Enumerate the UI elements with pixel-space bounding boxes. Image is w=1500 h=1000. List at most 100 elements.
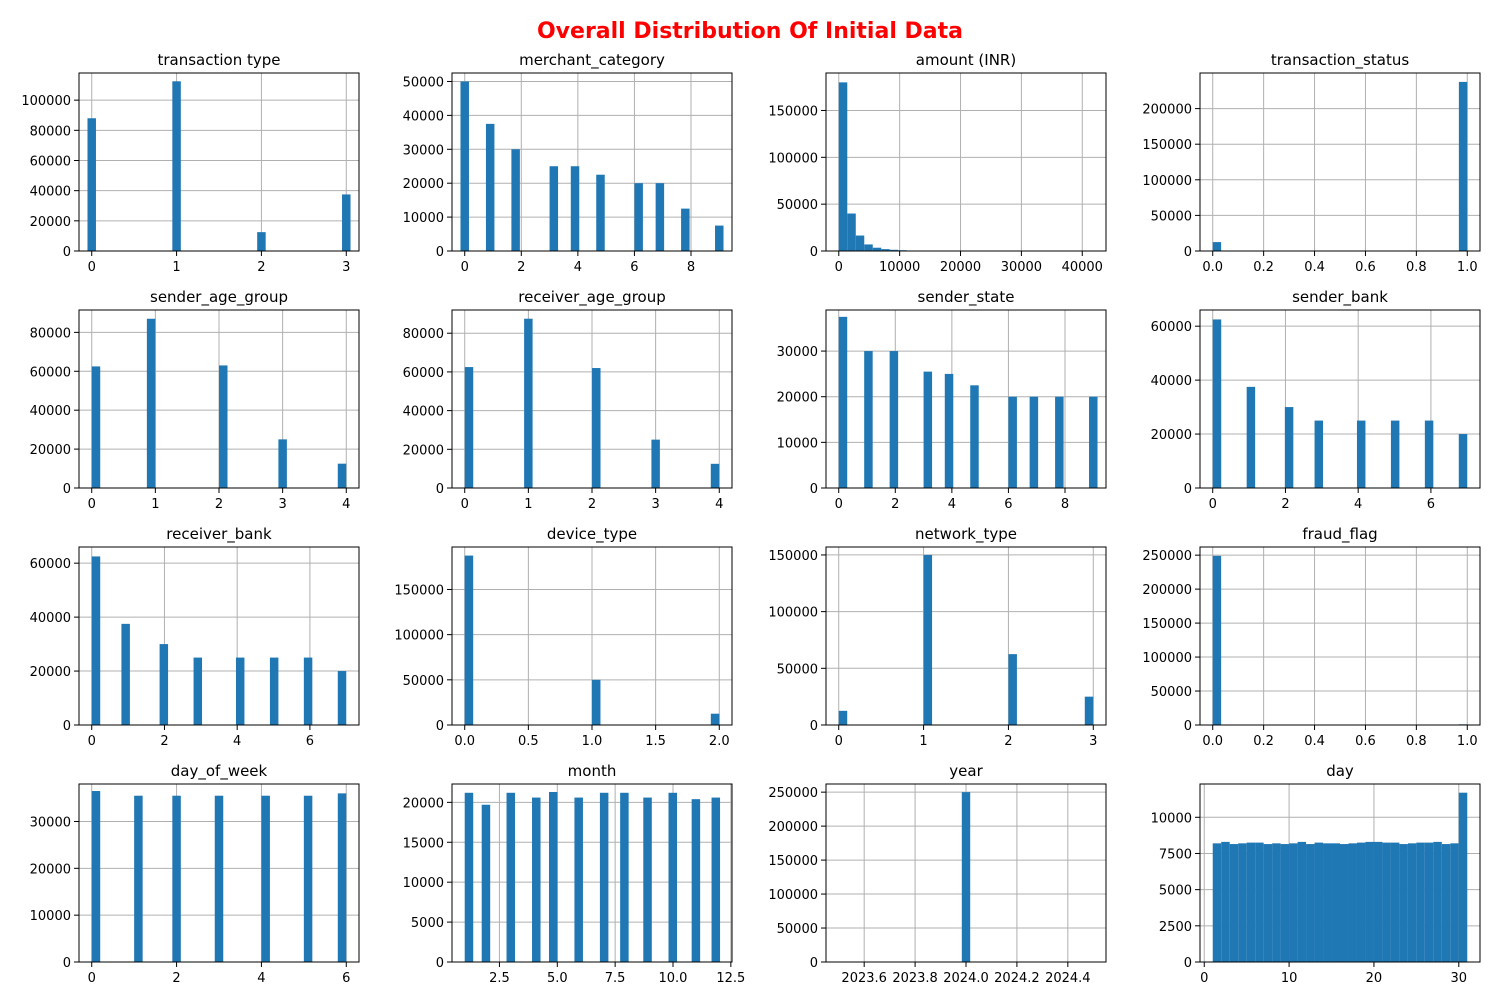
x-tick-label: 0.6 bbox=[1355, 260, 1376, 275]
bar bbox=[1280, 844, 1290, 962]
bar bbox=[1458, 434, 1468, 488]
bar bbox=[643, 797, 652, 962]
x-tick-label: 1.0 bbox=[1457, 734, 1478, 749]
bar bbox=[1323, 843, 1332, 962]
bar bbox=[1246, 386, 1256, 488]
x-tick-label: 0 bbox=[835, 734, 843, 749]
y-tick-label: 50000 bbox=[777, 662, 818, 677]
y-tick-label: 10000 bbox=[777, 436, 818, 451]
x-tick-label: 8 bbox=[687, 260, 695, 275]
y-tick-label: 0 bbox=[810, 482, 818, 497]
y-tick-label: 20000 bbox=[30, 443, 71, 458]
x-tick-label: 3 bbox=[651, 497, 659, 512]
x-tick-label: 10.0 bbox=[659, 971, 688, 986]
x-tick-label: 2.0 bbox=[709, 734, 730, 749]
panel-title: network_type bbox=[915, 525, 1017, 544]
x-tick-label: 6 bbox=[630, 260, 638, 275]
panel-title: sender_age_group bbox=[150, 288, 288, 307]
y-tick-label: 60000 bbox=[30, 557, 71, 572]
bar bbox=[574, 797, 583, 962]
x-tick-label: 0 bbox=[88, 260, 96, 275]
bar bbox=[655, 183, 665, 251]
y-tick-label: 150000 bbox=[768, 549, 818, 564]
bar bbox=[1340, 844, 1349, 962]
bar bbox=[1306, 844, 1315, 962]
y-tick-label: 20000 bbox=[30, 215, 71, 230]
axes-frame bbox=[1199, 309, 1481, 489]
bar bbox=[1356, 842, 1366, 962]
bar bbox=[1212, 843, 1222, 962]
bar bbox=[460, 81, 469, 251]
bar bbox=[337, 671, 347, 725]
x-tick-label: 0.5 bbox=[518, 734, 539, 749]
bar bbox=[1212, 242, 1222, 251]
panel-title: day_of_week bbox=[171, 762, 268, 781]
y-tick-label: 150000 bbox=[768, 854, 818, 869]
axes-frame bbox=[1199, 783, 1481, 963]
y-tick-label: 250000 bbox=[768, 786, 818, 801]
panel-title: day bbox=[1326, 762, 1354, 780]
axes-frame bbox=[451, 72, 733, 252]
axes-frame bbox=[825, 309, 1107, 489]
y-tick-label: 40000 bbox=[403, 109, 444, 124]
bar bbox=[1373, 841, 1383, 962]
x-tick-label: 1 bbox=[919, 734, 927, 749]
y-tick-label: 15000 bbox=[403, 836, 444, 851]
bar bbox=[592, 368, 601, 488]
x-tick-label: 2.5 bbox=[489, 971, 510, 986]
figure-title: Overall Distribution Of Initial Data bbox=[537, 19, 963, 44]
bar bbox=[838, 82, 848, 251]
x-tick-label: 0 bbox=[1209, 497, 1217, 512]
panel-11: 0.0 0.2 0.4 0.6 0.8 1.0 0 50000 100000 150000 2000… bbox=[1142, 525, 1481, 749]
x-tick-label: 40000 bbox=[1062, 260, 1103, 275]
bar bbox=[711, 797, 721, 962]
y-tick-label: 0 bbox=[1184, 956, 1192, 971]
x-tick-label: 4 bbox=[948, 497, 956, 512]
y-tick-label: 20000 bbox=[403, 443, 444, 458]
bar bbox=[691, 799, 701, 962]
bar bbox=[464, 555, 474, 725]
bar bbox=[668, 792, 678, 962]
x-tick-label: 6 bbox=[1004, 497, 1012, 512]
bar bbox=[261, 795, 270, 962]
y-tick-label: 40000 bbox=[403, 405, 444, 420]
y-tick-label: 250000 bbox=[1142, 549, 1192, 564]
bar bbox=[889, 249, 899, 251]
panel-12: 0 2 4 6 0 10000 20000 30000 day_of_week bbox=[30, 762, 360, 986]
x-tick-label: 2024.0 bbox=[943, 971, 989, 986]
bar bbox=[1424, 842, 1434, 962]
bar bbox=[970, 385, 979, 488]
bar bbox=[193, 657, 203, 725]
bar bbox=[889, 351, 899, 488]
y-tick-label: 10000 bbox=[403, 876, 444, 891]
x-tick-label: 4 bbox=[342, 497, 350, 512]
bar bbox=[620, 792, 629, 962]
bar bbox=[1212, 319, 1222, 488]
bar bbox=[944, 373, 954, 488]
x-tick-label: 20000 bbox=[940, 260, 981, 275]
bar bbox=[464, 792, 474, 962]
y-tick-label: 100000 bbox=[768, 151, 818, 166]
bar bbox=[257, 232, 266, 251]
axes-frame bbox=[78, 783, 360, 963]
bar bbox=[838, 710, 848, 725]
x-tick-label: 0 bbox=[88, 734, 96, 749]
x-tick-label: 2 bbox=[1281, 497, 1289, 512]
bar bbox=[1441, 844, 1451, 962]
x-tick-label: 2024.2 bbox=[994, 971, 1040, 986]
x-tick-label: 2023.6 bbox=[841, 971, 887, 986]
bar bbox=[864, 244, 873, 251]
y-tick-label: 0 bbox=[63, 245, 71, 260]
panel-13: 2.5 5.0 7.5 10.0 12.5 0 5000 10000 15000 20000 mon… bbox=[403, 762, 746, 986]
bar bbox=[1229, 844, 1239, 962]
panel-3: 0.0 0.2 0.4 0.6 0.8 1.0 0 50000 100000 150000 2000… bbox=[1142, 51, 1481, 275]
bar bbox=[1089, 396, 1098, 488]
y-tick-label: 20000 bbox=[403, 796, 444, 811]
bar bbox=[634, 183, 643, 251]
y-tick-label: 20000 bbox=[30, 862, 71, 877]
y-tick-label: 0 bbox=[810, 245, 818, 260]
axes-frame bbox=[78, 72, 360, 252]
axes-frame bbox=[825, 546, 1107, 726]
bar bbox=[91, 791, 101, 962]
y-tick-label: 60000 bbox=[30, 154, 71, 169]
